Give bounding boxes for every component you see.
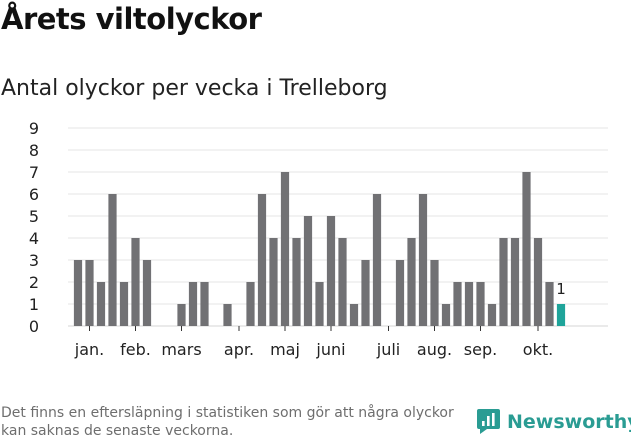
bar <box>522 172 531 326</box>
bar <box>533 238 543 326</box>
brand-name: Newsworthy <box>507 410 631 433</box>
x-tick-label: maj <box>270 340 300 359</box>
y-tick-label: 2 <box>29 273 39 292</box>
x-tick-label: juli <box>376 340 400 359</box>
y-tick-label: 9 <box>29 119 39 138</box>
bar-chart: 0 1 2 3 4 5 6 7 8 9 jan. feb. mars apr. maj juni juli au… <box>29 119 608 359</box>
bar <box>418 194 428 326</box>
bar <box>188 282 198 326</box>
x-tick-label: aug. <box>417 340 452 359</box>
bar <box>430 260 439 326</box>
bar <box>361 260 370 326</box>
bar <box>223 304 232 326</box>
bar <box>73 260 83 326</box>
y-tick-label: 0 <box>29 317 39 336</box>
bar <box>200 282 209 326</box>
brand-logo: Newsworthy <box>476 408 631 435</box>
bar <box>315 282 324 326</box>
bar <box>441 304 451 326</box>
bar <box>108 194 117 326</box>
bar <box>119 282 129 326</box>
bar <box>142 260 152 326</box>
x-tick-label: apr. <box>224 340 254 359</box>
bar <box>476 282 485 326</box>
x-tick-label: jan. <box>74 340 104 359</box>
bar <box>499 238 508 326</box>
x-tick-label: feb. <box>120 340 151 359</box>
bar <box>246 282 255 326</box>
y-tick-label: 5 <box>29 207 39 226</box>
newsworthy-logo-icon <box>477 409 500 434</box>
bar <box>407 238 416 326</box>
y-tick-label: 6 <box>29 185 39 204</box>
bar <box>372 194 382 326</box>
bar <box>326 216 336 326</box>
bar <box>280 172 290 326</box>
y-tick-label: 3 <box>29 251 39 270</box>
bar <box>510 238 520 326</box>
bar <box>257 194 267 326</box>
bar <box>464 282 474 326</box>
y-tick-label: 8 <box>29 141 39 160</box>
x-tick-label: juni <box>315 340 345 359</box>
footnote: Det finns en eftersläpning i statistiken… <box>1 405 454 439</box>
bar <box>453 282 462 326</box>
chart-title: Årets viltolyckor <box>1 2 262 36</box>
bar <box>177 304 186 326</box>
y-tick-label: 1 <box>29 295 39 314</box>
bar <box>303 216 313 326</box>
x-tick-label: mars <box>161 340 201 359</box>
y-tick-label: 7 <box>29 163 39 182</box>
highlight-value-label: 1 <box>556 280 566 298</box>
bar-highlight <box>556 304 566 326</box>
bar <box>96 282 106 326</box>
x-tick-label: okt. <box>523 340 553 359</box>
y-tick-label: 4 <box>29 229 39 248</box>
bar <box>545 282 554 326</box>
x-tick-label: sep. <box>464 340 497 359</box>
bar <box>349 304 359 326</box>
y-axis-ticks: 0 1 2 3 4 5 6 7 8 9 <box>29 119 39 336</box>
bar <box>131 238 140 326</box>
bar <box>338 238 347 326</box>
bar <box>85 260 94 326</box>
chart-subtitle: Antal olyckor per vecka i Trelleborg <box>1 76 388 101</box>
bar <box>269 238 278 326</box>
bar <box>395 260 405 326</box>
bar <box>487 304 497 326</box>
bar <box>292 238 301 326</box>
bars <box>73 172 566 326</box>
x-axis-ticks: jan. feb. mars apr. maj juni juli aug. sep. okt. <box>74 326 553 359</box>
